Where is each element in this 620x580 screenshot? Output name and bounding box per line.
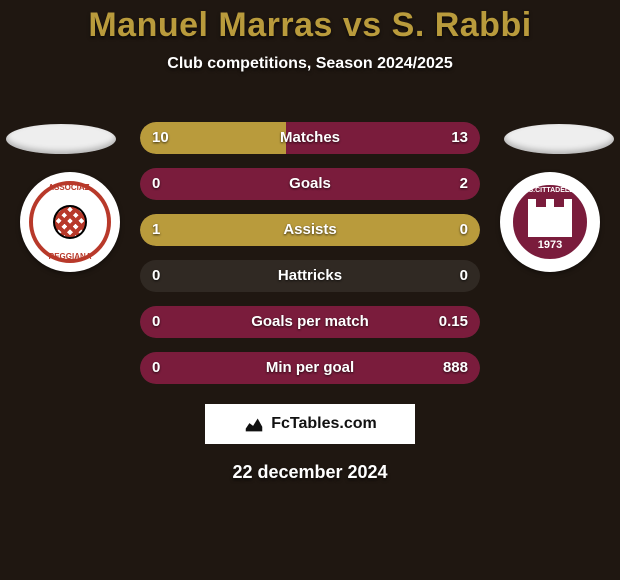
team-crest-left: ASSOCIAZ. REGGIANA [20,172,120,272]
date-label: 22 december 2024 [0,462,620,483]
stat-label: Goals [140,168,480,200]
crest-ring-right: A.S.CITTADELLA 1973 [509,181,591,263]
stat-label: Hattricks [140,260,480,292]
comparison-card: Manuel Marras vs S. Rabbi Club competiti… [0,0,620,580]
crest-text-bottom: REGGIANA [33,252,107,261]
crest-text-right: A.S.CITTADELLA [513,187,587,194]
stat-label: Matches [140,122,480,154]
stat-row: 00Hattricks [140,260,480,292]
watermark-text: FcTables.com [271,415,377,433]
chart-icon [243,413,265,435]
stat-row: 10Assists [140,214,480,246]
stats-panel: 1013Matches 02Goals 10Assists 00Hattricks 00… [140,122,480,398]
crest-ring-left: ASSOCIAZ. REGGIANA [29,181,111,263]
shadow-ellipse-left [6,124,116,154]
crest-text-top: ASSOCIAZ. [33,183,107,192]
stat-label: Min per goal [140,352,480,384]
stat-label: Goals per match [140,306,480,338]
page-title: Manuel Marras vs S. Rabbi [0,0,620,45]
shadow-ellipse-right [504,124,614,154]
castle-icon [528,207,572,237]
crest-ball-icon [53,205,87,239]
stat-row: 0888Min per goal [140,352,480,384]
crest-year: 1973 [538,239,562,251]
watermark: FcTables.com [205,404,415,444]
stat-row: 02Goals [140,168,480,200]
subtitle: Club competitions, Season 2024/2025 [0,55,620,73]
stat-label: Assists [140,214,480,246]
stat-row: 1013Matches [140,122,480,154]
stat-row: 00.15Goals per match [140,306,480,338]
team-crest-right: A.S.CITTADELLA 1973 [500,172,600,272]
